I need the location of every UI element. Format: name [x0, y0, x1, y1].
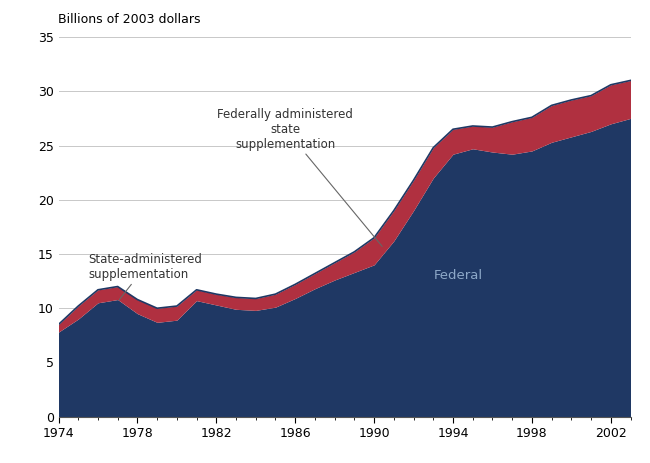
- Text: Federally administered
state
supplementation: Federally administered state supplementa…: [217, 108, 382, 246]
- Text: Billions of 2003 dollars: Billions of 2003 dollars: [58, 13, 201, 25]
- Text: Federal: Federal: [434, 269, 482, 282]
- Text: State-administered
supplementation: State-administered supplementation: [88, 253, 202, 300]
